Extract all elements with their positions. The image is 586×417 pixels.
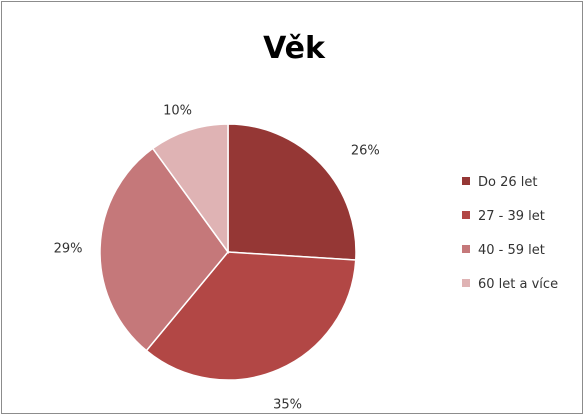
data-label: 26% <box>351 143 380 158</box>
legend-label: 60 let a více <box>478 277 558 292</box>
pie-slices <box>99 123 357 381</box>
pie-slice <box>151 123 229 255</box>
data-label: 10% <box>163 103 192 118</box>
pie-slice <box>145 251 357 381</box>
data-label: 29% <box>54 241 83 256</box>
legend-swatch <box>462 211 470 219</box>
legend: Do 26 let 27 - 39 let 40 - 59 let 60 let a … <box>462 175 558 292</box>
data-label: 35% <box>273 398 302 413</box>
legend-label: 40 - 59 let <box>478 243 545 258</box>
data-labels: 26% 35% 29% 10% <box>54 103 380 412</box>
legend-label: Do 26 let <box>478 175 537 190</box>
pie-slice <box>227 123 357 261</box>
chart-title: Věk <box>263 31 326 66</box>
legend-swatch <box>462 245 470 253</box>
legend-swatch <box>462 177 470 185</box>
pie-slice <box>99 147 229 352</box>
legend-swatch <box>462 279 470 287</box>
legend-label: 27 - 39 let <box>478 209 545 224</box>
